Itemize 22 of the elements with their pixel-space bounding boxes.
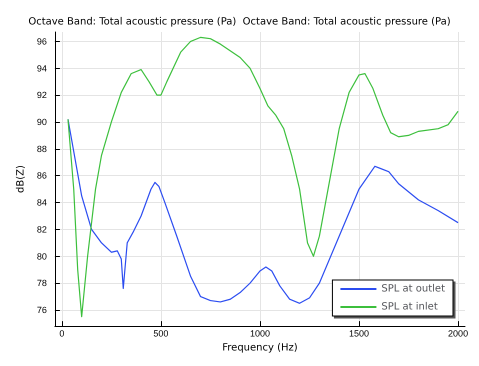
y-tick-label: 92: [36, 90, 47, 100]
y-axis-title: dB(Z): [16, 165, 26, 193]
y-tick-label: 76: [36, 304, 47, 315]
chart-title: Octave Band: Total acoustic pressure (Pa) Octave Band: Total acoustic pressure (Pa): [28, 16, 451, 28]
x-tick-label: 2000: [448, 328, 468, 339]
y-tick-label: 88: [36, 144, 47, 154]
x-tick-label: 1000: [250, 328, 270, 339]
x-tick-label: 500: [153, 328, 168, 339]
y-tick-label: 82: [36, 224, 47, 234]
x-tick-label: 0: [59, 328, 64, 339]
y-tick-label: 84: [36, 198, 47, 208]
y-tick-label: 78: [36, 278, 47, 288]
line-series: [67, 36, 459, 318]
legend-label: SPL at inlet: [381, 302, 438, 312]
y-tick-label: 80: [36, 251, 47, 262]
y-tick-label: 86: [36, 170, 47, 181]
y-tick-label: 96: [36, 36, 47, 46]
x-axis-title: Frequency (Hz): [222, 342, 298, 354]
x-tick-label: 1500: [348, 328, 370, 339]
y-tick-label: 94: [36, 63, 47, 74]
legend-label: SPL at outlet: [381, 284, 446, 294]
y-tick-label: 90: [36, 116, 47, 127]
